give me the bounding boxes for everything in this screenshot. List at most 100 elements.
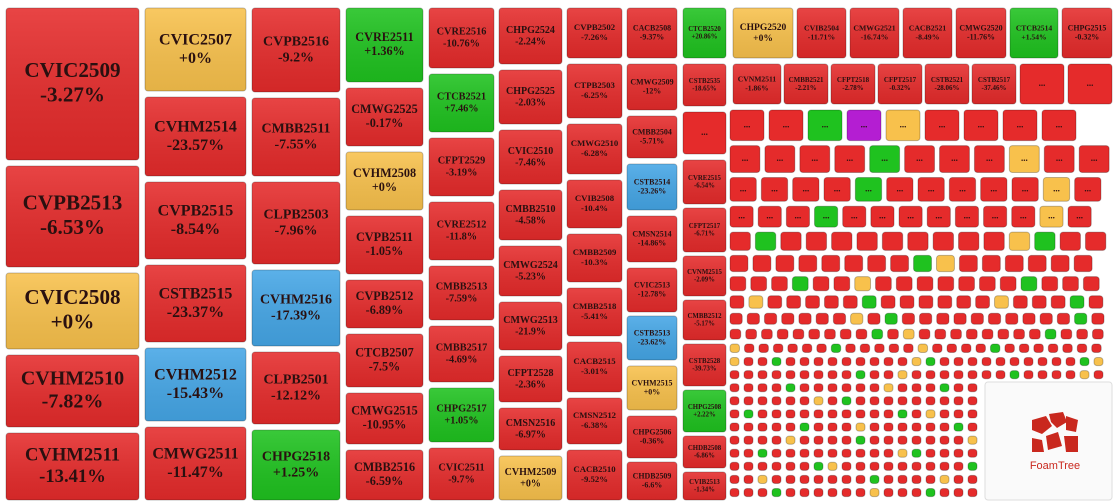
collapsed-tile <box>953 370 964 380</box>
collapsed-tile <box>798 254 818 273</box>
collapsed-tile <box>953 461 964 471</box>
collapsed-tile <box>958 254 978 273</box>
collapsed-tile <box>883 396 894 406</box>
tile-name: CHPG2508 <box>688 404 722 411</box>
tile-name: CVHM2514 <box>154 118 237 135</box>
collapsed-tile <box>758 343 769 354</box>
collapsed-tile <box>1093 357 1104 367</box>
tile-change: -0.36% <box>640 437 665 446</box>
tile-change: +0% <box>372 180 397 194</box>
collapsed-tile <box>801 343 813 354</box>
collapsed-tile <box>967 357 978 367</box>
collapsed-tile <box>935 254 955 273</box>
collapsed-tile <box>771 357 782 367</box>
tile-name: CTPB2503 <box>574 80 615 90</box>
tile-name: CVPB2513 <box>23 191 123 215</box>
tile-name: CHPG2518 <box>262 450 330 465</box>
tile-name: CVPB2515 <box>158 202 234 219</box>
collapsed-tile <box>967 461 978 471</box>
collapsed-tile <box>855 448 866 458</box>
collapsed-tile <box>729 276 747 292</box>
tile-change: -5.23% <box>515 271 546 282</box>
tile-name: CMBB2521 <box>789 76 824 84</box>
collapsed-tile <box>925 357 936 367</box>
collapsed-tile <box>767 295 783 309</box>
collapsed-tile <box>1020 276 1038 292</box>
collapsed-tile <box>771 461 782 471</box>
collapsed-tile <box>808 328 821 340</box>
collapsed-tile <box>845 343 856 354</box>
collapsed-tile <box>939 396 950 406</box>
collapsed-tile <box>936 312 950 325</box>
collapsed-tile <box>1013 328 1025 340</box>
ellipsis: ... <box>783 119 790 129</box>
collapsed-tile <box>911 435 922 445</box>
collapsed-tile <box>1084 231 1107 251</box>
collapsed-tile <box>967 488 978 498</box>
collapsed-tile <box>813 383 824 393</box>
collapsed-tile <box>1093 370 1104 380</box>
collapsed-tile <box>827 435 838 445</box>
tile-name: CHPG2525 <box>506 86 555 97</box>
collapsed-tile <box>1065 370 1076 380</box>
collapsed-tile <box>901 312 916 325</box>
tile-name: CMSN2514 <box>632 229 671 238</box>
collapsed-tile <box>867 312 881 325</box>
collapsed-tile <box>999 276 1017 292</box>
tile-name: CVHM2516 <box>260 293 332 308</box>
collapsed-tile <box>813 422 824 432</box>
collapsed-tile <box>953 448 964 458</box>
collapsed-tile <box>869 461 880 471</box>
collapsed-tile <box>967 370 978 380</box>
tile-name: CMWG2509 <box>630 77 673 86</box>
collapsed-tile <box>954 205 980 228</box>
tile-change: -10.95% <box>363 418 407 432</box>
tile-change: -39.73% <box>692 366 717 373</box>
tile-name: CVPB2516 <box>263 35 329 50</box>
collapsed-tile <box>799 357 810 367</box>
ellipsis: ... <box>881 153 888 163</box>
tile-change: -3.19% <box>446 168 478 179</box>
ellipsis: ... <box>701 127 708 137</box>
collapsed-tile <box>1074 312 1088 325</box>
collapsed-tile <box>729 328 742 340</box>
collapsed-tile <box>980 177 1008 202</box>
collapsed-tile <box>880 295 896 309</box>
collapsed-tile <box>925 448 936 458</box>
collapsed-tile <box>729 435 740 445</box>
tile-name: CMSN2516 <box>506 418 555 429</box>
tile-name: CVRE2511 <box>355 30 413 44</box>
collapsed-tile <box>785 448 796 458</box>
tile-name: CMBB2504 <box>632 127 672 136</box>
tile-name: CVRE2515 <box>688 175 722 182</box>
collapsed-tile <box>746 312 760 325</box>
ellipsis: ... <box>865 183 872 193</box>
collapsed-tile <box>799 370 810 380</box>
collapsed-tile <box>869 383 880 393</box>
tile-name: CFPT2517 <box>884 76 917 84</box>
collapsed-tile <box>883 448 894 458</box>
collapsed-tile <box>925 488 936 498</box>
collapsed-tile <box>953 409 964 419</box>
tile-name: CHPG2515 <box>1068 23 1107 32</box>
collapsed-tile <box>987 312 1002 325</box>
collapsed-tile <box>883 435 894 445</box>
collapsed-tile <box>1039 205 1064 228</box>
collapsed-tile <box>813 357 824 367</box>
tile-change: -12.78% <box>638 290 666 299</box>
collapsed-tile <box>1008 231 1031 251</box>
tile-change: -11.71% <box>808 32 836 41</box>
tile-change: -11.76% <box>967 33 995 42</box>
collapsed-tile <box>1041 276 1059 292</box>
collapsed-tile <box>1034 231 1056 251</box>
collapsed-tile <box>911 396 922 406</box>
collapsed-tile <box>967 435 978 445</box>
collapsed-tile <box>902 328 915 340</box>
collapsed-tile <box>1044 328 1057 340</box>
tiles: CVIC2509-3.27%CVPB2513-6.53%CVIC2508+0%C… <box>5 7 1113 501</box>
collapsed-tile <box>1047 343 1059 354</box>
tile-name: CMWG2513 <box>503 315 557 326</box>
tile-change: -9.37% <box>640 33 665 42</box>
collapsed-tile <box>787 343 798 354</box>
collapsed-tile <box>743 422 754 432</box>
